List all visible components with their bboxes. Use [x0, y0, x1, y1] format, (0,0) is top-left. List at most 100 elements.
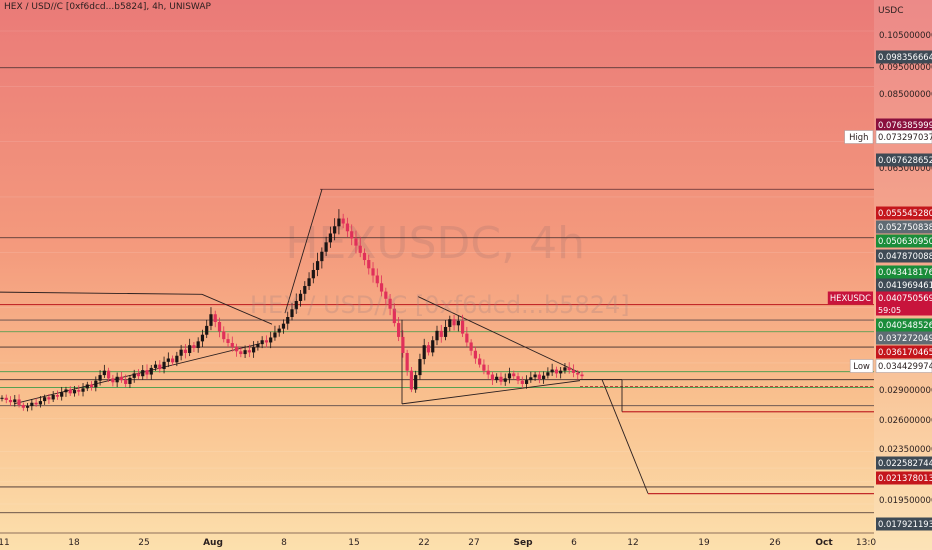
candle-body: [563, 367, 567, 371]
candle-body: [107, 370, 111, 379]
candle-body: [149, 367, 153, 375]
candle-body: [111, 378, 115, 383]
candle-body: [158, 364, 162, 370]
candle-body: [277, 328, 281, 333]
candle-body: [371, 268, 375, 276]
candle-body: [499, 376, 503, 382]
price-tags: 0.0983566648 0.0763859998 0.0732970371 High…: [827, 50, 932, 531]
price-tag-box: [876, 249, 932, 263]
price-tag-label-box: [849, 359, 874, 373]
candle-body: [311, 269, 315, 279]
candle-body: [252, 347, 256, 353]
candle-body: [21, 404, 25, 408]
candle-body: [166, 358, 170, 362]
candle-body: [533, 374, 537, 378]
candle-body: [478, 358, 482, 365]
price-tag-value: 0.0419694617: [878, 280, 932, 290]
candle-body: [298, 293, 303, 301]
time-tick-label: 19: [698, 538, 710, 548]
candle-body: [409, 370, 414, 390]
candle-body: [303, 286, 307, 294]
candle-body: [213, 314, 217, 322]
candle-body: [542, 375, 546, 379]
candle-body: [115, 376, 119, 383]
candle-body: [379, 283, 384, 292]
time-tick-label: 26: [769, 538, 781, 548]
price-tag-label: High: [849, 132, 868, 142]
triangle-top-line: [417, 296, 581, 374]
candle-body: [414, 375, 418, 390]
candle-body: [217, 321, 222, 332]
candle-body: [571, 370, 576, 373]
candle-body: [422, 345, 426, 360]
candle-body: [0, 397, 4, 399]
candle-body: [38, 401, 42, 405]
price-tick-label: 0.0850000000: [879, 90, 932, 100]
price-tag-box: [876, 234, 932, 248]
price-tag-value: 0.0225827442: [878, 458, 932, 468]
candle-body: [333, 226, 337, 234]
candle-body: [132, 373, 136, 378]
candle-body: [25, 406, 30, 408]
time-tick-label: Aug: [203, 538, 223, 548]
candle-body: [55, 395, 60, 397]
candle-body: [397, 323, 401, 337]
price-tag-box: [876, 471, 932, 485]
candle-body: [392, 308, 396, 324]
price-tag-label: Low: [853, 361, 870, 371]
candle-body: [512, 373, 516, 377]
price-tag-value: 0.0372720497: [878, 333, 932, 343]
candle-body: [529, 377, 533, 381]
candle-body: [209, 314, 213, 326]
candle-body: [426, 345, 431, 353]
candle-body: [17, 399, 21, 405]
time-tick-label: 15: [348, 538, 359, 548]
price-tag-box: [876, 278, 932, 292]
candle-body: [537, 374, 541, 379]
candle-body: [205, 325, 209, 335]
price-tag-value: 0.0732970371: [878, 132, 932, 142]
candle-body: [89, 384, 94, 388]
candle-body: [4, 397, 8, 400]
candle-body: [328, 233, 332, 243]
candle-body: [153, 364, 158, 368]
candle-body: [239, 351, 243, 355]
candle-body: [375, 275, 379, 284]
candle-body: [183, 349, 187, 353]
candle-body: [443, 326, 448, 337]
price-tick-label: 0.1050000000: [879, 31, 932, 41]
candle-body: [85, 384, 89, 389]
candle-body: [341, 218, 345, 224]
price-tag-value: 0.0763859998: [878, 120, 932, 130]
candle-body: [77, 390, 81, 392]
price-tick-label: 0.0290000000: [879, 386, 932, 396]
price-tag-box: [876, 153, 932, 167]
candle-body: [465, 333, 469, 343]
candle-body: [580, 374, 584, 377]
candle-body: [136, 373, 141, 377]
candle-body: [367, 260, 371, 269]
price-tag-value: 0.0555452808: [878, 208, 932, 218]
candle-body: [264, 340, 269, 343]
time-tick-label: Sep: [513, 538, 533, 548]
price-tag-box: [875, 359, 932, 373]
candle-body: [452, 319, 456, 326]
candle-body: [72, 390, 77, 394]
candle-body: [81, 388, 85, 392]
candle-body: [350, 231, 354, 239]
price-tag-value: 0.0983566648: [878, 52, 932, 62]
price-tag-value: 0.0405485261: [878, 320, 932, 330]
chart-title: HEX / USD//C [0xf6dcd...b5824], 4h, UNIS…: [4, 2, 211, 12]
price-tag-value: 0.0344299749: [878, 361, 932, 371]
time-tick-label: 18: [68, 538, 80, 548]
time-tick-label: 6: [571, 538, 577, 548]
candle-body: [524, 380, 529, 384]
candle-body: [507, 373, 512, 379]
candle-body: [460, 320, 465, 334]
candle-body: [60, 392, 64, 397]
time-tick-label: 13:0: [856, 538, 876, 548]
candle-body: [281, 323, 286, 329]
candle-body: [354, 238, 358, 246]
candle-body: [362, 252, 367, 261]
candle-body: [520, 380, 524, 384]
